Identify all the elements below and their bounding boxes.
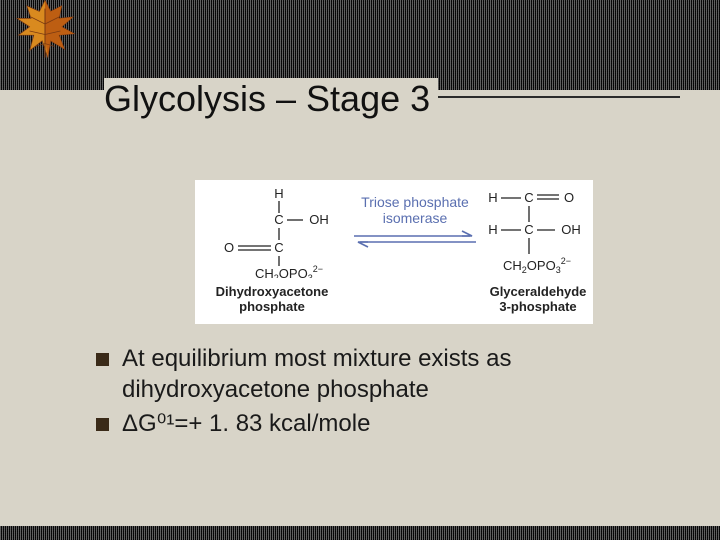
atom-label: H	[274, 186, 283, 201]
svg-text:OH: OH	[309, 212, 329, 227]
maple-leaf-icon	[10, 0, 80, 66]
svg-text:C: C	[524, 222, 533, 237]
bullet-text: ΔG⁰¹=+ 1. 83 kcal/mole	[122, 410, 370, 437]
bottom-texture-strip	[0, 526, 720, 540]
slide: Glycolysis – Stage 3 H C OH O C	[0, 0, 720, 540]
bullet-list: At equilibrium most mixture exists as di…	[96, 344, 670, 444]
svg-text:OH: OH	[561, 222, 581, 237]
enzyme-label: Triose phosphate isomerase	[355, 194, 475, 226]
equilibrium-arrow-icon	[350, 230, 480, 248]
molecule-dhap: H C OH O C CH2OPO32−	[205, 186, 355, 280]
svg-text:H: H	[488, 190, 497, 205]
bullet-marker-icon	[96, 353, 109, 366]
top-texture-strip	[0, 0, 720, 90]
molecule-g3p: H C O H C OH CH2OPO32−	[483, 186, 603, 280]
bullet-marker-icon	[96, 418, 109, 431]
bullet-item: ΔG⁰¹=+ 1. 83 kcal/mole	[96, 409, 670, 440]
svg-text:C: C	[274, 240, 283, 255]
label-text: 3-phosphate	[499, 299, 576, 314]
molecule-g3p-name: Glyceraldehyde 3-phosphate	[473, 284, 603, 314]
bullet-item: At equilibrium most mixture exists as di…	[96, 344, 670, 405]
label-text: phosphate	[239, 299, 305, 314]
svg-text:C: C	[524, 190, 533, 205]
svg-text:CH2OPO32−: CH2OPO32−	[503, 256, 571, 275]
label-text: Dihydroxyacetone	[216, 284, 329, 299]
svg-text:CH2OPO32−: CH2OPO32−	[255, 264, 323, 278]
svg-text:C: C	[274, 212, 283, 227]
svg-text:O: O	[564, 190, 574, 205]
molecule-dhap-name: Dihydroxyacetone phosphate	[187, 284, 357, 314]
svg-text:H: H	[488, 222, 497, 237]
label-text: Glyceraldehyde	[490, 284, 587, 299]
title-rule: Glycolysis – Stage 3	[104, 96, 680, 120]
slide-title: Glycolysis – Stage 3	[104, 78, 438, 120]
reaction-figure: H C OH O C CH2OPO32−	[195, 180, 593, 324]
bullet-text: At equilibrium most mixture exists as di…	[122, 345, 511, 403]
svg-text:O: O	[224, 240, 234, 255]
